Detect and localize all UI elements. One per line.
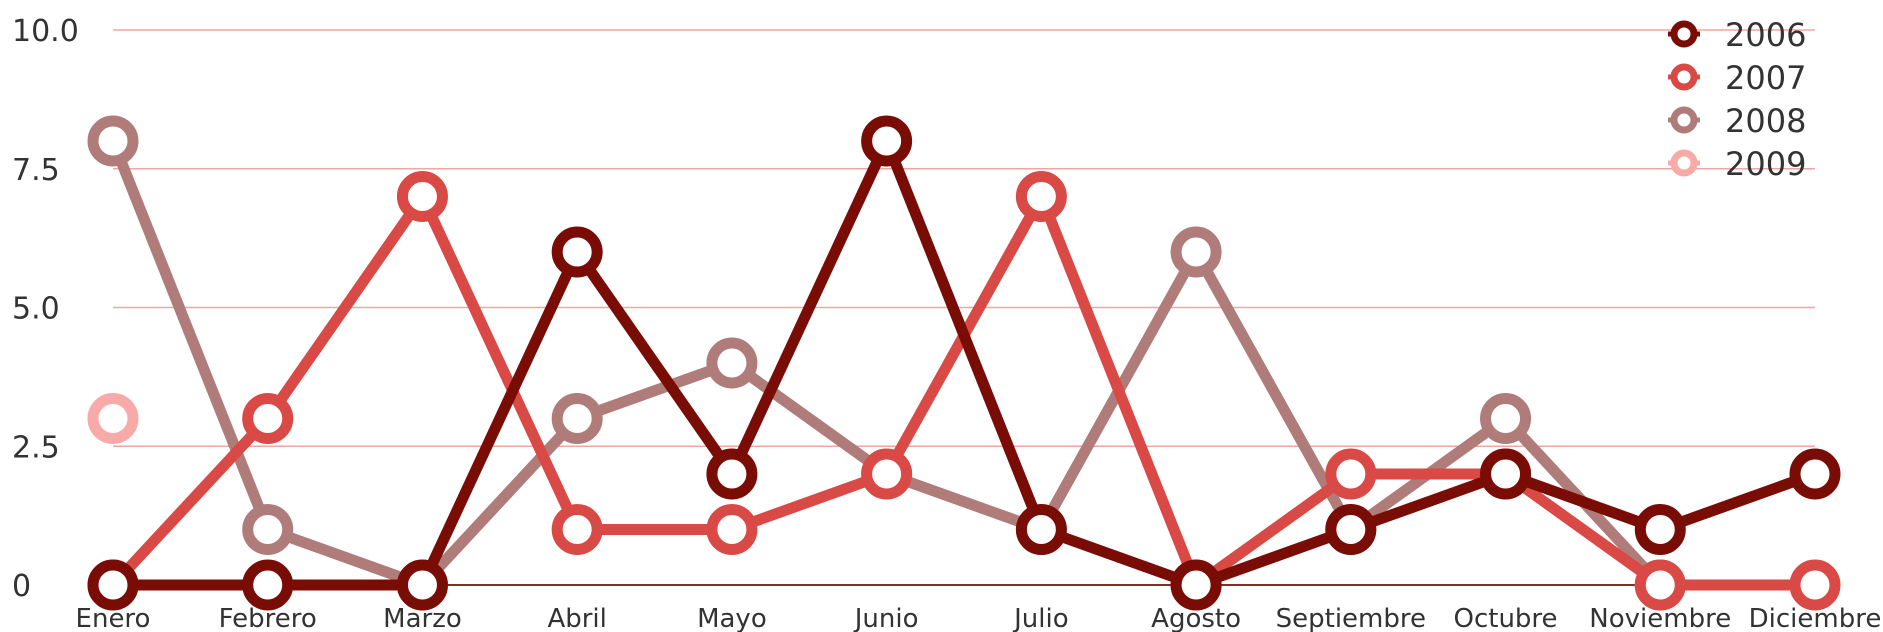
data-point-2008-Enero [87, 115, 139, 167]
data-point-2008-Mayo [706, 337, 758, 389]
legend-item-2007: 2007 [1668, 59, 1806, 97]
data-point-2006-Agosto [1170, 559, 1222, 611]
series-layer [87, 115, 1841, 611]
legend-marker-swatch [1670, 20, 1698, 48]
grid-layer [113, 29, 1815, 586]
y-tick-label: 0 [12, 569, 31, 604]
x-category-label: Julio [1012, 604, 1069, 632]
data-point-2007-Diciembre [1789, 559, 1841, 611]
data-point-2007-Junio [861, 448, 913, 500]
data-point-2006-Junio [861, 115, 913, 167]
y-tick-label: 5.0 [12, 292, 60, 327]
legend-label: 2006 [1725, 16, 1806, 54]
data-point-2006-Mayo [706, 448, 758, 500]
data-point-2006-Febrero [242, 559, 294, 611]
data-point-2006-Septiembre [1325, 504, 1377, 555]
legend-label: 2007 [1725, 59, 1806, 97]
data-point-2008-Abril [551, 393, 603, 444]
series-2009 [87, 393, 139, 444]
x-category-label: Mayo [697, 604, 767, 632]
data-point-2006-Noviembre [1634, 504, 1686, 555]
series-line-2007 [107, 191, 1821, 591]
data-point-2008-Febrero [242, 504, 294, 555]
legend-marker-swatch [1670, 149, 1698, 177]
data-point-2006-Diciembre [1789, 448, 1841, 500]
legend-label: 2009 [1725, 145, 1806, 183]
data-point-2009-Enero [87, 393, 139, 444]
x-category-label: Abril [547, 604, 606, 632]
legend-label: 2008 [1725, 102, 1806, 140]
data-point-2007-Noviembre [1634, 559, 1686, 611]
data-point-2006-Octubre [1480, 448, 1532, 500]
y-tick-label: 10.0 [12, 14, 79, 49]
data-point-2008-Octubre [1480, 393, 1532, 444]
legend-item-2008: 2008 [1668, 102, 1806, 140]
x-category-label: Junio [853, 604, 919, 632]
legend-marker-swatch [1670, 63, 1698, 91]
series-2008 [87, 115, 1686, 611]
data-point-2006-Enero [87, 559, 139, 611]
legend: 2006 2007 2008 2009 [1668, 16, 1806, 183]
series-2007 [87, 171, 1841, 611]
data-point-2006-Abril [551, 226, 603, 278]
y-tick-label: 7.5 [12, 153, 60, 188]
data-point-2006-Julio [1015, 504, 1067, 555]
y-tick-label: 2.5 [12, 430, 60, 465]
x-category-label: Septiembre [1276, 604, 1426, 632]
data-point-2007-Abril [551, 504, 603, 555]
data-point-2008-Agosto [1170, 226, 1222, 278]
x-category-labels: Enero Febrero Marzo Abril Mayo Junio Julio Agos… [76, 604, 1882, 632]
legend-marker-swatch [1670, 106, 1698, 134]
y-tick-labels: 0 2.5 5.0 7.5 10.0 [12, 14, 79, 604]
series-2006 [87, 115, 1841, 611]
legend-item-2009: 2009 [1668, 145, 1806, 183]
data-point-2006-Marzo [396, 559, 448, 611]
data-point-2007-Marzo [396, 171, 448, 222]
data-point-2007-Septiembre [1325, 448, 1377, 500]
x-category-label: Octubre [1454, 604, 1558, 632]
series-line-2006 [107, 135, 1821, 591]
legend-item-2006: 2006 [1668, 16, 1806, 54]
data-point-2007-Febrero [242, 393, 294, 444]
data-point-2007-Mayo [706, 504, 758, 555]
data-point-2007-Julio [1015, 171, 1067, 222]
series-line-2008 [107, 135, 1666, 591]
